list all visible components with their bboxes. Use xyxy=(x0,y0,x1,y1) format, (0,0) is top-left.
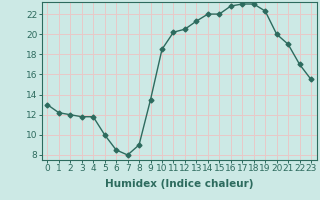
X-axis label: Humidex (Indice chaleur): Humidex (Indice chaleur) xyxy=(105,179,253,189)
